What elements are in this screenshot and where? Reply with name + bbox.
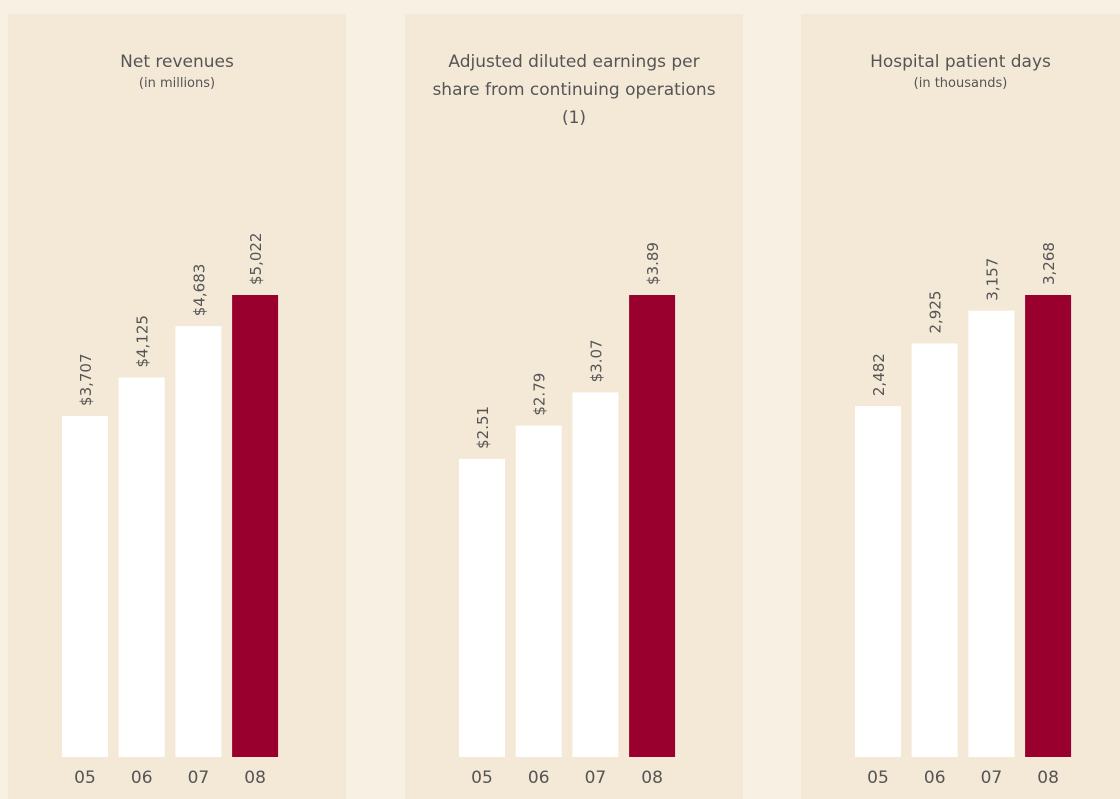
bar xyxy=(175,326,222,757)
value-label: $2.51 xyxy=(474,406,492,449)
x-tick-label: 07 xyxy=(585,768,607,788)
x-tick-label: 06 xyxy=(528,768,550,788)
bar xyxy=(459,458,505,757)
value-label: $5,022 xyxy=(247,233,265,286)
panel: Adjusted diluted earnings per share from… xyxy=(405,14,743,799)
chart-subtitle: (in millions) xyxy=(138,76,216,91)
bar xyxy=(911,343,958,757)
x-tick-label: 08 xyxy=(641,768,663,788)
panel: Net revenues (in millions) $3,707 05 $4,125 0… xyxy=(8,14,346,799)
bar xyxy=(515,425,562,757)
bar xyxy=(968,310,1015,757)
chart: 2,482 05 2,925 06 3,157 07 3,268 08 xyxy=(855,242,1072,788)
x-tick-label: 07 xyxy=(188,768,210,788)
value-label: $2.79 xyxy=(531,373,549,416)
value-label: $4,125 xyxy=(134,315,152,368)
x-tick-label: 06 xyxy=(131,768,153,788)
value-label: $3.89 xyxy=(644,242,662,285)
chart-subtitle: (in thousands) xyxy=(913,76,1008,91)
bar xyxy=(1025,295,1072,757)
bar xyxy=(62,415,108,757)
chart: $2.51 05 $2.79 06 $3.07 07 $3.89 08 xyxy=(459,242,676,788)
panel: Hospital patient days (in thousands) 2,482… xyxy=(801,14,1120,799)
x-tick-label: 07 xyxy=(981,768,1003,788)
x-tick-label: 08 xyxy=(1037,768,1059,788)
bar xyxy=(572,392,619,757)
chart-title: Hospital patient days xyxy=(870,52,1051,72)
x-tick-label: 06 xyxy=(924,768,946,788)
bar xyxy=(629,295,676,757)
x-tick-label: 05 xyxy=(471,768,493,788)
value-label: $3.07 xyxy=(587,339,605,382)
value-label: 3,157 xyxy=(983,258,1001,301)
chart-title: Net revenues xyxy=(120,52,234,72)
x-tick-label: 05 xyxy=(74,768,96,788)
bar xyxy=(855,406,901,757)
chart: $3,707 05 $4,125 06 $4,683 07 $5,022 08 xyxy=(62,233,279,788)
value-label: $4,683 xyxy=(190,264,208,317)
chart-title: Adjusted diluted earnings per share from… xyxy=(432,52,716,128)
bar xyxy=(232,295,279,757)
x-tick-label: 05 xyxy=(867,768,889,788)
value-label: 2,482 xyxy=(870,353,888,396)
bar xyxy=(118,377,165,757)
x-tick-label: 08 xyxy=(244,768,266,788)
value-label: $3,707 xyxy=(77,353,95,406)
value-label: 3,268 xyxy=(1040,242,1058,285)
value-label: 2,925 xyxy=(927,291,945,334)
